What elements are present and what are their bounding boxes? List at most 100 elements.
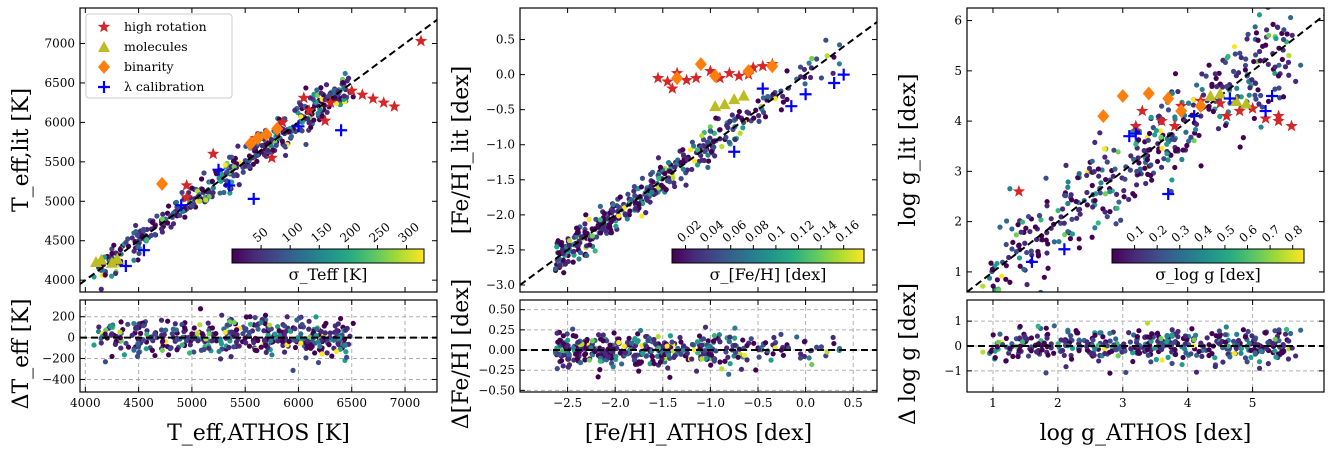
residual-point [268, 338, 274, 344]
scatter-axes-frame [966, 7, 1325, 293]
residual-point [1128, 346, 1134, 352]
scatter-point [273, 142, 279, 148]
residual-point [131, 347, 137, 353]
residual-point [1175, 334, 1181, 340]
scatter-point [1165, 107, 1172, 113]
scatter-point [1158, 164, 1165, 170]
scatter-point [270, 147, 276, 153]
residual-point [1248, 354, 1254, 361]
scatter-point [1021, 266, 1027, 272]
scatter-point [1212, 71, 1218, 77]
residual-point [326, 342, 332, 348]
residual-point [566, 352, 572, 358]
residual-point [654, 353, 661, 359]
scatter-point [303, 85, 309, 91]
scatter-point [678, 176, 684, 182]
residual-point [823, 353, 829, 359]
residual-point [1272, 328, 1278, 334]
residual-point [1242, 334, 1248, 340]
scatter-point [1249, 77, 1255, 83]
residual-point [1222, 332, 1229, 338]
scatter-point [165, 203, 172, 209]
scatter-point [1036, 213, 1043, 219]
scatter-point [570, 259, 576, 265]
scatter-point [1027, 228, 1033, 235]
residual-point [266, 322, 273, 328]
scatter-point [1102, 191, 1108, 197]
scatter-point [559, 246, 566, 253]
high-rotation-marker [1246, 102, 1259, 114]
residual-point [298, 331, 304, 337]
ytick-label: −1.5 [486, 173, 515, 187]
residual-point [705, 345, 711, 351]
residual-point [564, 331, 570, 337]
scatter-point [1225, 53, 1231, 60]
residual-point [265, 332, 271, 338]
scatter-point [1110, 173, 1116, 179]
residual-point [1122, 348, 1128, 354]
high-rotation-marker [318, 114, 332, 127]
scatter-point [830, 70, 836, 76]
scatter-point [303, 141, 309, 148]
scatter-point [1089, 158, 1095, 164]
residual-point [1285, 356, 1292, 362]
lambda-calibration-marker [137, 244, 150, 257]
legend-marker [98, 81, 110, 93]
residual-point [129, 332, 135, 338]
scatter-point [648, 171, 654, 177]
scatter-point [705, 152, 711, 158]
residual-point [768, 357, 774, 363]
scatter-point [587, 242, 593, 248]
residual-point [1212, 355, 1218, 361]
scatter-point [323, 82, 330, 88]
scatter-point [601, 210, 607, 217]
scatter-point [1244, 36, 1250, 42]
scatter-point [778, 107, 784, 113]
residual-point [233, 327, 240, 333]
residual-point [653, 341, 659, 347]
scatter-point [576, 256, 582, 262]
residual-point [632, 335, 638, 342]
residual-point [279, 338, 285, 345]
scatter-point [584, 252, 590, 259]
scatter-point [1191, 138, 1197, 144]
lambda-calibration-marker [175, 199, 188, 212]
scatter-point [699, 133, 705, 139]
scatter-point [1258, 92, 1264, 99]
residual-point [716, 332, 723, 338]
scatter-point [111, 242, 117, 248]
scatter-point [1065, 200, 1071, 207]
residual-point [1051, 350, 1057, 356]
scatter-point [719, 143, 725, 150]
scatter-point [687, 147, 694, 153]
residual-point [988, 348, 994, 355]
residual-point [711, 333, 717, 339]
xtick-label: 6000 [283, 396, 314, 410]
residual-point [102, 331, 108, 337]
scatter-point [1076, 171, 1082, 177]
scatter-point [1128, 153, 1134, 159]
residual-point [186, 350, 193, 356]
binarity-marker [1116, 88, 1129, 103]
residual-point [315, 339, 321, 345]
residual-point [298, 340, 304, 346]
scatter-point [801, 66, 808, 73]
residual-point [191, 325, 197, 331]
y-axis-label-top: log g_lit [dex] [896, 73, 921, 226]
scatter-point [332, 95, 338, 101]
scatter-point [684, 167, 690, 173]
residual-point [619, 361, 625, 367]
residual-point [1065, 329, 1071, 335]
residual-point [131, 320, 137, 327]
residual-point [1068, 356, 1075, 362]
scatter-point [1251, 58, 1257, 65]
residual-point [1189, 326, 1195, 332]
residual-point [1256, 365, 1263, 371]
residual-point [565, 337, 571, 343]
scatter-point [1062, 232, 1068, 238]
scatter-point [223, 178, 230, 184]
scatter-point [1259, 104, 1265, 110]
residual-point [299, 321, 305, 328]
scatter-point [1215, 126, 1222, 132]
scatter-point [1013, 249, 1019, 255]
